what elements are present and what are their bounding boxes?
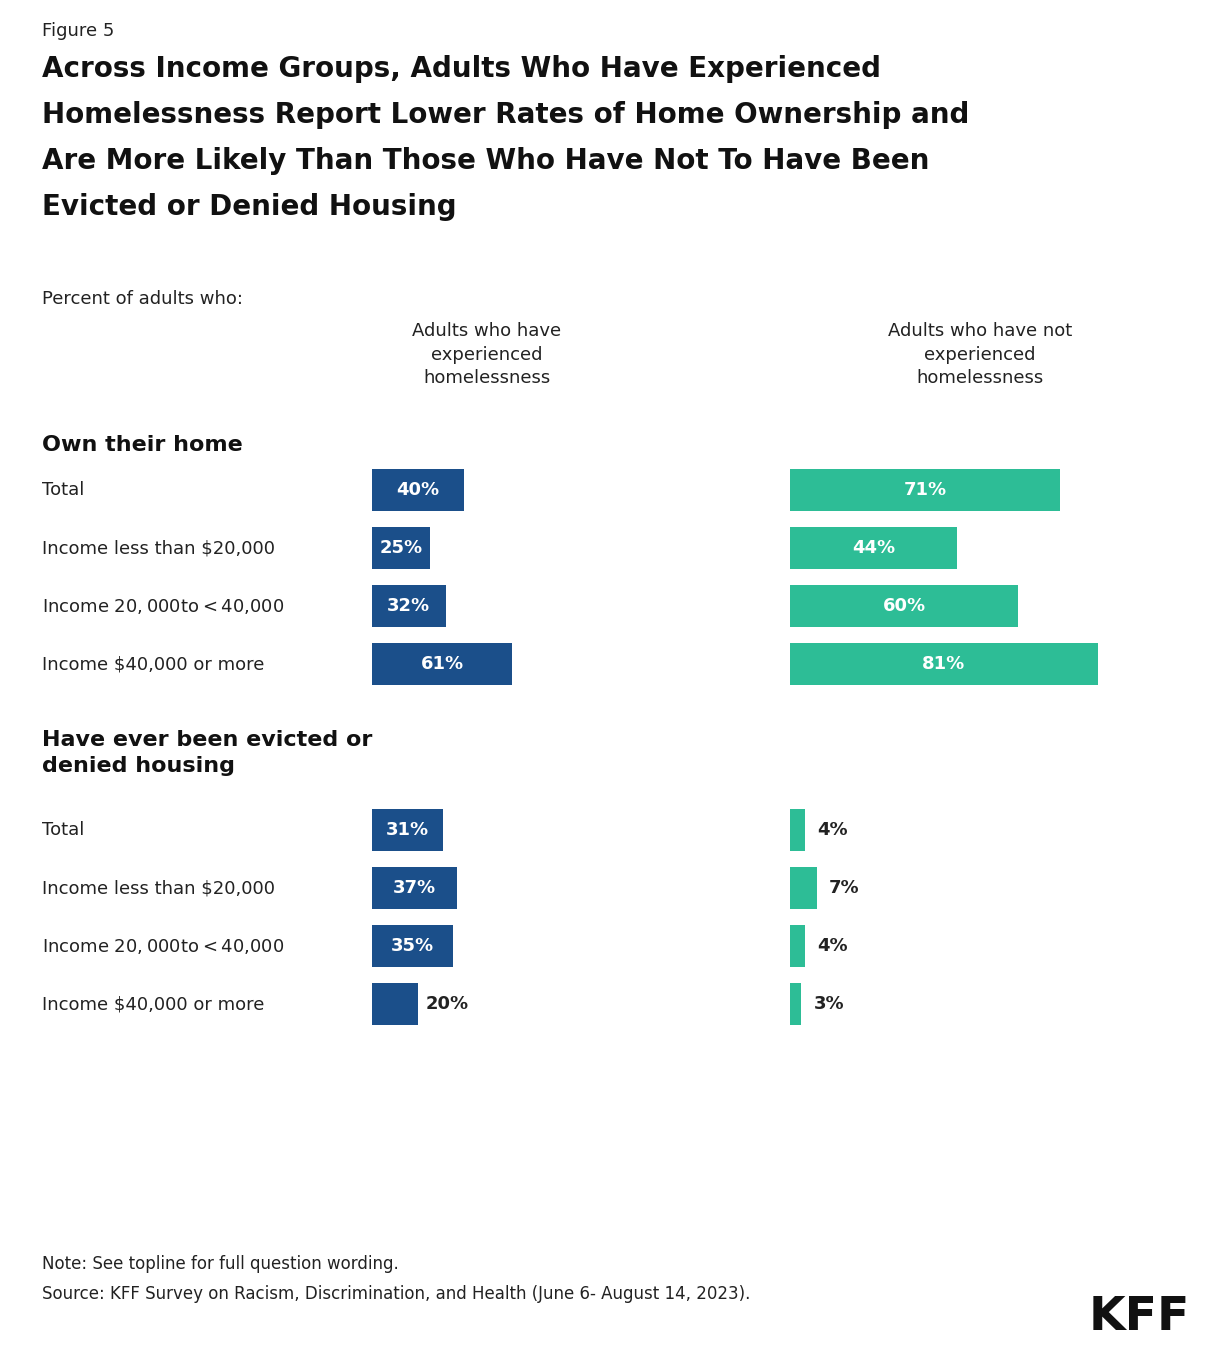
Text: Income less than $20,000: Income less than $20,000 <box>41 539 274 557</box>
Bar <box>791 642 1098 685</box>
Text: Adults who have not
experienced
homelessness: Adults who have not experienced homeless… <box>888 322 1072 387</box>
Bar <box>791 925 805 967</box>
Text: 3%: 3% <box>814 994 844 1013</box>
Text: Have ever been evicted or
denied housing: Have ever been evicted or denied housing <box>41 730 372 776</box>
Text: KFF: KFF <box>1088 1294 1190 1339</box>
Text: Homelessness Report Lower Rates of Home Ownership and: Homelessness Report Lower Rates of Home … <box>41 101 970 130</box>
Text: 31%: 31% <box>386 821 429 839</box>
Text: 35%: 35% <box>390 937 434 955</box>
Bar <box>372 469 464 512</box>
Text: 60%: 60% <box>882 597 926 615</box>
Text: Own their home: Own their home <box>41 435 243 456</box>
Bar <box>791 868 816 908</box>
Bar <box>372 527 429 569</box>
Text: Adults who have
experienced
homelessness: Adults who have experienced homelessness <box>412 322 561 387</box>
Bar <box>791 983 802 1024</box>
Text: Note: See topline for full question wording.: Note: See topline for full question word… <box>41 1255 399 1273</box>
Text: 32%: 32% <box>387 597 431 615</box>
Text: 61%: 61% <box>421 655 464 672</box>
Bar <box>372 642 512 685</box>
Text: 20%: 20% <box>426 994 470 1013</box>
Text: 7%: 7% <box>828 878 859 898</box>
Bar <box>791 527 958 569</box>
Bar <box>791 469 1060 512</box>
Text: Total: Total <box>41 821 84 839</box>
Text: Income $40,000 or more: Income $40,000 or more <box>41 655 265 672</box>
Text: Percent of adults who:: Percent of adults who: <box>41 291 243 308</box>
Text: Source: KFF Survey on Racism, Discrimination, and Health (June 6- August 14, 202: Source: KFF Survey on Racism, Discrimina… <box>41 1285 750 1303</box>
Text: Income $20,000 to <$40,000: Income $20,000 to <$40,000 <box>41 596 284 615</box>
Text: Across Income Groups, Adults Who Have Experienced: Across Income Groups, Adults Who Have Ex… <box>41 55 881 83</box>
Text: 4%: 4% <box>817 937 848 955</box>
Bar <box>372 925 453 967</box>
Text: Income $40,000 or more: Income $40,000 or more <box>41 994 265 1013</box>
Bar <box>372 983 418 1024</box>
Text: 25%: 25% <box>379 539 422 557</box>
Text: 4%: 4% <box>817 821 848 839</box>
Text: 44%: 44% <box>852 539 895 557</box>
Text: 40%: 40% <box>396 481 439 499</box>
Text: 37%: 37% <box>393 878 436 898</box>
Bar <box>372 868 458 908</box>
Bar <box>791 585 1017 627</box>
Text: Income $20,000 to <$40,000: Income $20,000 to <$40,000 <box>41 937 284 956</box>
Text: 81%: 81% <box>922 655 965 672</box>
Text: Evicted or Denied Housing: Evicted or Denied Housing <box>41 192 456 221</box>
Text: Total: Total <box>41 481 84 499</box>
Text: Are More Likely Than Those Who Have Not To Have Been: Are More Likely Than Those Who Have Not … <box>41 147 930 175</box>
Bar <box>791 809 805 851</box>
Bar <box>372 585 445 627</box>
Bar <box>372 809 443 851</box>
Text: Figure 5: Figure 5 <box>41 22 115 40</box>
Text: 71%: 71% <box>903 481 947 499</box>
Text: Income less than $20,000: Income less than $20,000 <box>41 878 274 898</box>
